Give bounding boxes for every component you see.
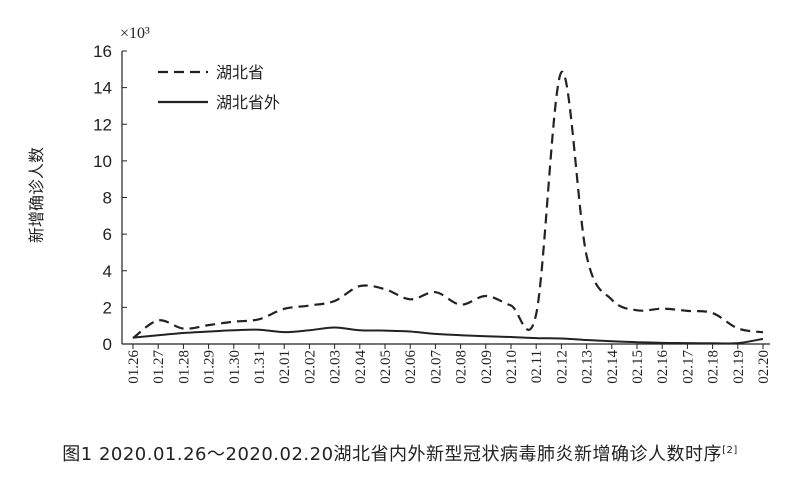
legend-label: 湖北省 (216, 63, 264, 82)
caption-text: 图1 2020.01.26～2020.02.20湖北省内外新型冠状病毒肺炎新增确… (62, 444, 723, 465)
x-tick-label: 02.10 (504, 350, 520, 384)
x-tick-label: 01.31 (252, 350, 268, 384)
x-tick-label: 01.28 (176, 350, 192, 384)
y-tick-label: 14 (93, 79, 112, 98)
x-tick-label: 02.08 (454, 350, 470, 384)
series-line-outside-hubei (132, 326, 764, 345)
y-tick-label: 12 (93, 115, 112, 134)
y-tick-label: 0 (103, 335, 112, 354)
x-tick-label: 01.26 (126, 350, 142, 384)
x-tick-label: 02.15 (630, 350, 646, 384)
x-tick-label: 02.04 (353, 350, 369, 384)
series-lines (132, 71, 764, 345)
y-axis-label: 新增确诊人数 (27, 147, 46, 243)
x-tick-label: 02.12 (554, 350, 570, 384)
x-tick-label: 01.29 (202, 350, 218, 384)
y-unit-label: ×10³ (120, 25, 150, 42)
x-tick-label: 02.09 (479, 350, 495, 384)
x-tick-labels: 01.26 01.27 01.28 01.29 01.30 01.31 02.01 02.02… (126, 350, 772, 384)
x-tick-label: 02.06 (403, 350, 419, 384)
x-tick-label: 02.13 (580, 350, 596, 384)
figure-caption: 图1 2020.01.26～2020.02.20湖北省内外新型冠状病毒肺炎新增确… (0, 440, 800, 466)
x-tick-label: 02.01 (277, 350, 293, 384)
y-tick-label: 8 (103, 189, 112, 208)
x-tick-label: 01.30 (227, 350, 243, 384)
caption-ref: [2] (722, 445, 738, 456)
chart-axes (121, 50, 770, 349)
x-tick-label: 02.20 (756, 350, 772, 384)
series-line-hubei (132, 71, 764, 340)
x-tick-label: 02.05 (378, 350, 394, 384)
legend-label: 湖北省外 (216, 93, 280, 112)
y-tick-label: 10 (93, 152, 112, 171)
x-tick-label: 02.16 (655, 350, 671, 384)
y-tick-label: 16 (93, 42, 112, 61)
x-tick-label: 02.02 (302, 350, 318, 384)
x-tick-label: 01.27 (151, 350, 167, 384)
y-tick-label: 2 (103, 298, 112, 317)
x-tick-label: 02.11 (529, 350, 545, 383)
x-tick-label: 02.19 (731, 350, 747, 384)
x-tick-label: 02.03 (328, 350, 344, 384)
x-tick-label: 02.14 (605, 350, 621, 384)
x-tick-label: 02.17 (680, 350, 696, 384)
x-tick-label: 02.18 (706, 350, 722, 384)
y-tick-labels: 0 2 4 6 8 10 12 14 16 (93, 42, 112, 354)
x-tick-label: 02.07 (428, 350, 444, 384)
y-tick-label: 4 (103, 262, 112, 281)
y-tick-label: 6 (103, 225, 112, 244)
